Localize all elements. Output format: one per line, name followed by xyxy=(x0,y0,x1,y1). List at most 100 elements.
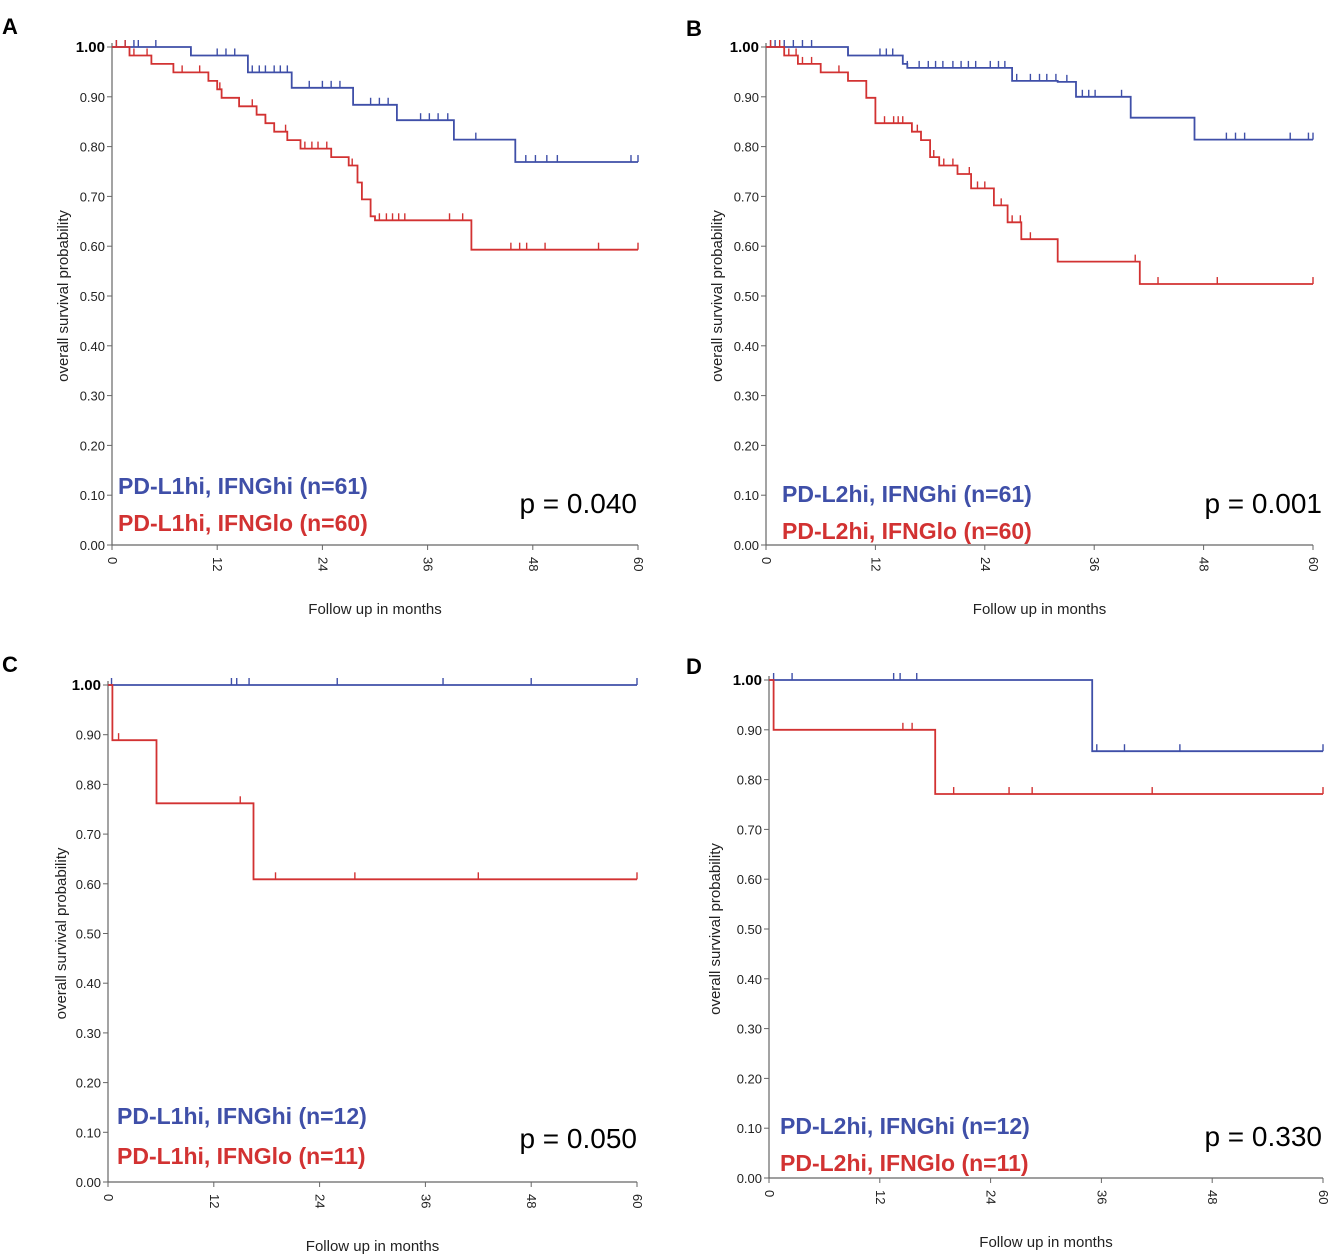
x-tick-label: 48 xyxy=(1205,1190,1220,1204)
y-tick-label: 0.40 xyxy=(737,972,762,987)
y-tick-label: 0.00 xyxy=(80,538,105,553)
panel-letter: C xyxy=(2,652,18,677)
y-tick-label: 0.80 xyxy=(80,140,105,155)
x-axis-title: Follow up in months xyxy=(306,1238,439,1255)
km-panel-a: A 0.00 0.10 0.20 0.30 0.40 0.50 0.60 0.70 0.80 0.9… xyxy=(2,14,646,618)
survival-curve-hi xyxy=(769,679,1323,753)
x-axis-title: Follow up in months xyxy=(308,601,441,618)
x-tick-label: 24 xyxy=(984,1190,999,1204)
y-tick-label: 0.20 xyxy=(734,438,759,453)
legend-entry-lo: PD-L2hi, IFNGlo (n=60) xyxy=(782,518,1032,544)
y-tick-label: 0.10 xyxy=(737,1121,762,1136)
p-value: p = 0.050 xyxy=(519,1123,637,1154)
y-tick-label: 0.70 xyxy=(737,822,762,837)
y-axis-title: overall survival probability xyxy=(53,847,70,1019)
x-tick-label: 60 xyxy=(631,557,646,571)
y-tick-label: 0.10 xyxy=(76,1125,101,1140)
x-axis-title: Follow up in months xyxy=(979,1234,1112,1251)
legend-entry-hi: PD-L2hi, IFNGhi (n=12) xyxy=(780,1113,1030,1139)
y-tick-label: 0.00 xyxy=(734,538,759,553)
y-tick-label: 1.00 xyxy=(733,672,762,689)
y-tick-label: 0.70 xyxy=(76,827,101,842)
y-tick-label: 0.90 xyxy=(734,90,759,105)
survival-curve-hi xyxy=(112,46,638,163)
p-value: p = 0.040 xyxy=(519,488,637,519)
y-tick-label: 0.60 xyxy=(80,239,105,254)
y-tick-label: 0.90 xyxy=(80,90,105,105)
legend-entry-hi: PD-L1hi, IFNGhi (n=61) xyxy=(118,473,368,499)
x-tick-label: 12 xyxy=(873,1190,888,1204)
y-tick-label: 0.80 xyxy=(734,140,759,155)
y-tick-label: 0.10 xyxy=(734,488,759,503)
survival-curve-lo xyxy=(108,684,637,881)
survival-curve-lo xyxy=(112,46,638,251)
y-tick-label: 0.00 xyxy=(737,1171,762,1186)
panel-letter: D xyxy=(686,654,702,679)
x-tick-label: 60 xyxy=(1316,1190,1328,1204)
p-value: p = 0.001 xyxy=(1204,488,1322,519)
y-tick-label: 0.50 xyxy=(734,289,759,304)
panel-letter: A xyxy=(2,14,18,39)
km-panel-c: C 0.00 0.10 0.20 0.30 0.40 0.50 0.60 0.70 0.80 0.9… xyxy=(2,652,645,1255)
y-tick-label: 0.70 xyxy=(734,189,759,204)
y-tick-label: 0.90 xyxy=(737,723,762,738)
survival-curve-lo xyxy=(769,679,1323,795)
x-tick-label: 24 xyxy=(313,1194,328,1208)
y-tick-label: 1.00 xyxy=(72,677,101,694)
x-tick-label: 12 xyxy=(210,557,225,571)
x-tick-label: 24 xyxy=(978,557,993,571)
y-tick-label: 0.00 xyxy=(76,1175,101,1190)
x-tick-label: 60 xyxy=(630,1194,645,1208)
x-axis-title: Follow up in months xyxy=(973,601,1106,618)
y-tick-label: 0.60 xyxy=(737,872,762,887)
y-tick-label: 0.60 xyxy=(76,877,101,892)
legend-entry-hi: PD-L1hi, IFNGhi (n=12) xyxy=(117,1103,367,1129)
y-axis-title: overall survival probability xyxy=(707,843,724,1015)
x-tick-label: 12 xyxy=(868,557,883,571)
x-tick-label: 48 xyxy=(1197,557,1212,571)
y-tick-label: 0.80 xyxy=(76,777,101,792)
survival-curve-hi xyxy=(766,46,1313,141)
y-tick-label: 0.50 xyxy=(737,922,762,937)
km-panel-d: D 0.00 0.10 0.20 0.30 0.40 0.50 0.60 0.70 0.80 0.9… xyxy=(686,654,1328,1251)
legend-entry-hi: PD-L2hi, IFNGhi (n=61) xyxy=(782,481,1032,507)
y-tick-label: 0.50 xyxy=(80,289,105,304)
y-tick-label: 0.30 xyxy=(76,1026,101,1041)
y-tick-label: 0.20 xyxy=(80,438,105,453)
y-tick-label: 0.20 xyxy=(737,1071,762,1086)
x-tick-label: 48 xyxy=(526,557,541,571)
panel-letter: B xyxy=(686,16,702,41)
x-tick-label: 60 xyxy=(1306,557,1321,571)
x-tick-label: 12 xyxy=(207,1194,222,1208)
y-axis-title: overall survival probability xyxy=(709,210,726,382)
y-tick-label: 0.30 xyxy=(80,389,105,404)
y-tick-label: 0.10 xyxy=(80,488,105,503)
y-tick-label: 0.50 xyxy=(76,927,101,942)
x-tick-label: 24 xyxy=(315,557,330,571)
y-tick-label: 0.60 xyxy=(734,239,759,254)
x-tick-label: 36 xyxy=(418,1194,433,1208)
y-tick-label: 0.30 xyxy=(734,389,759,404)
x-tick-label: 48 xyxy=(524,1194,539,1208)
y-tick-label: 1.00 xyxy=(76,39,105,56)
x-tick-label: 0 xyxy=(105,557,120,564)
p-value: p = 0.330 xyxy=(1204,1121,1322,1152)
y-tick-label: 1.00 xyxy=(730,39,759,56)
y-tick-label: 0.40 xyxy=(80,339,105,354)
x-tick-label: 36 xyxy=(421,557,436,571)
y-tick-label: 0.20 xyxy=(76,1076,101,1091)
x-tick-label: 36 xyxy=(1094,1190,1109,1204)
y-tick-label: 0.70 xyxy=(80,189,105,204)
x-tick-label: 0 xyxy=(762,1190,777,1197)
legend-entry-lo: PD-L1hi, IFNGlo (n=60) xyxy=(118,510,368,536)
legend-entry-lo: PD-L2hi, IFNGlo (n=11) xyxy=(780,1150,1029,1176)
x-tick-label: 36 xyxy=(1087,557,1102,571)
y-tick-label: 0.80 xyxy=(737,773,762,788)
x-tick-label: 0 xyxy=(759,557,774,564)
y-tick-label: 0.30 xyxy=(737,1022,762,1037)
y-tick-label: 0.40 xyxy=(76,976,101,991)
x-tick-label: 0 xyxy=(101,1194,116,1201)
km-panel-b: B 0.00 0.10 0.20 0.30 0.40 0.50 0.60 0.70 0.80 0.9… xyxy=(686,16,1322,618)
y-tick-label: 0.90 xyxy=(76,728,101,743)
